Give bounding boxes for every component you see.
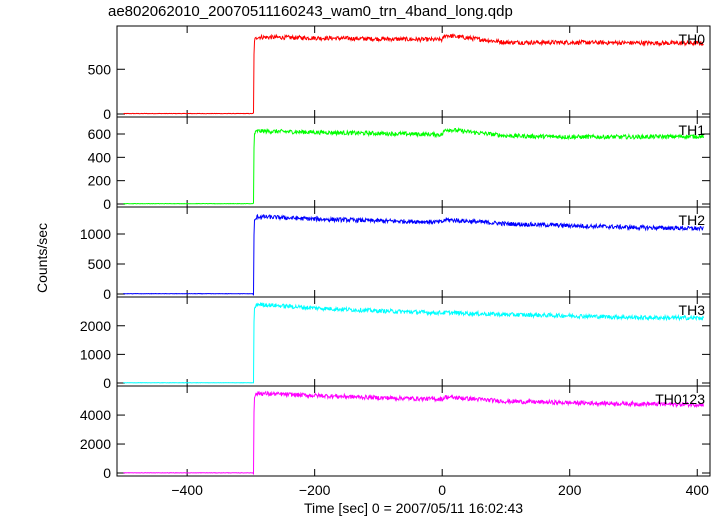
x-axis-label: Time [sec] 0 = 2007/05/11 16:02:43 bbox=[304, 500, 523, 516]
y-tick-label-th3: 0 bbox=[103, 375, 111, 391]
panel-frame-th1 bbox=[116, 116, 711, 208]
x-tick-label: 0 bbox=[438, 482, 446, 498]
y-tick-label-th1: 600 bbox=[88, 126, 112, 142]
panel-label-th0123: TH0123 bbox=[655, 391, 705, 407]
y-tick-label-th0123: 4000 bbox=[80, 407, 111, 423]
panel-frame-th0123 bbox=[116, 385, 711, 477]
y-tick-label-th0123: 0 bbox=[103, 465, 111, 481]
y-tick-label-th3: 2000 bbox=[80, 318, 111, 334]
y-axis-label: Counts/sec bbox=[34, 223, 50, 293]
y-tick-label-th0: 500 bbox=[88, 61, 112, 77]
panel-label-th3: TH3 bbox=[679, 302, 706, 318]
series-line-th1 bbox=[123, 127, 704, 205]
chart-title: ae802062010_20070511160243_wam0_trn_4ban… bbox=[108, 3, 513, 20]
panel-label-th2: TH2 bbox=[679, 212, 706, 228]
x-tick-label: −200 bbox=[299, 482, 331, 498]
panel-frame-th3 bbox=[116, 296, 711, 387]
y-tick-label-th2: 500 bbox=[88, 256, 112, 272]
y-tick-label-th1: 0 bbox=[103, 196, 111, 212]
x-tick-label: −400 bbox=[171, 482, 203, 498]
x-tick-label: 400 bbox=[686, 482, 710, 498]
series-line-th0 bbox=[123, 33, 704, 115]
series-line-th2 bbox=[123, 213, 704, 296]
panel-label-th1: TH1 bbox=[679, 122, 706, 138]
y-tick-label-th1: 400 bbox=[88, 149, 112, 165]
y-tick-label-th2: 1000 bbox=[80, 226, 111, 242]
y-tick-label-th3: 1000 bbox=[80, 346, 111, 362]
y-tick-label-th0: 0 bbox=[103, 106, 111, 122]
series-line-th0123 bbox=[123, 390, 704, 476]
y-tick-label-th2: 0 bbox=[103, 286, 111, 302]
panel-frame-th2 bbox=[116, 206, 711, 298]
panel-label-th0: TH0 bbox=[679, 31, 706, 47]
y-tick-label-th0123: 2000 bbox=[80, 436, 111, 452]
series-line-th3 bbox=[123, 302, 704, 384]
x-tick-label: 200 bbox=[558, 482, 582, 498]
y-tick-label-th1: 200 bbox=[88, 173, 112, 189]
